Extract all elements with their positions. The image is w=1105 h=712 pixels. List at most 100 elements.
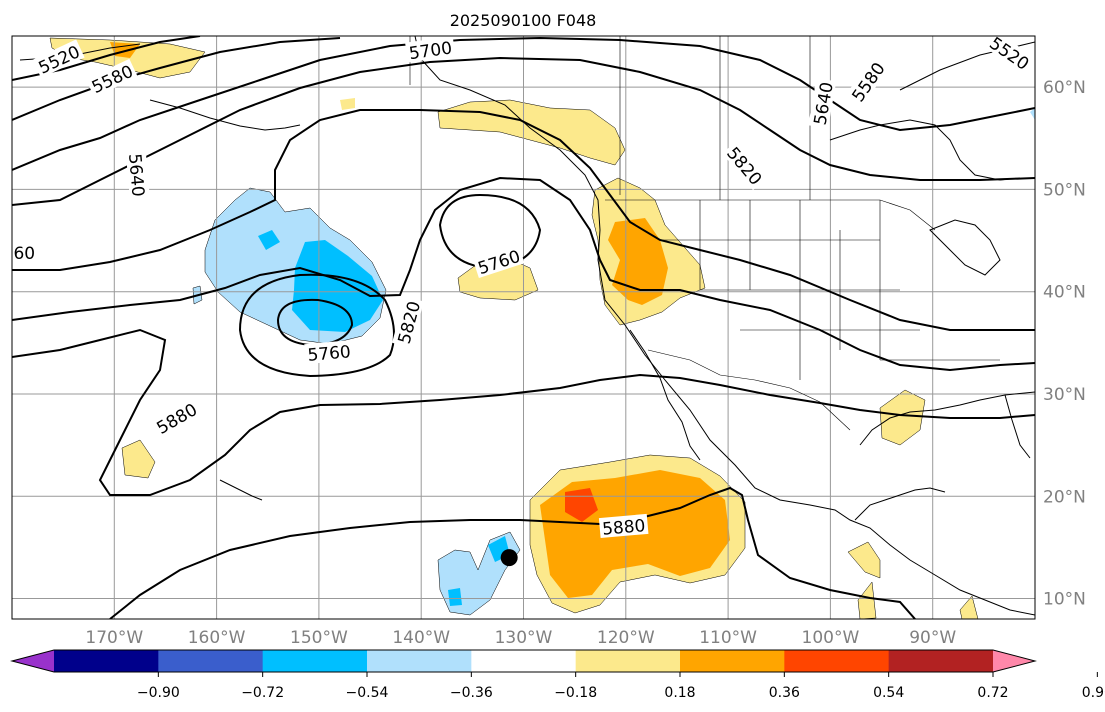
map-frame xyxy=(11,35,1036,620)
colorbar-tick-label: 0.36 xyxy=(769,685,800,701)
border-us-canada xyxy=(605,199,936,231)
contour-5820-low xyxy=(238,273,395,378)
contour-label-bg xyxy=(722,140,769,191)
contour-label-bg xyxy=(472,244,525,279)
shade-negative-core xyxy=(292,240,383,332)
contour-label-bg xyxy=(12,241,38,262)
contour-label-bg xyxy=(598,513,649,539)
contour-5700 xyxy=(12,56,1035,206)
colorbar-bin xyxy=(680,650,785,672)
contour-5640-w xyxy=(12,36,1035,171)
colorbar-bin xyxy=(784,650,890,672)
contour-label-bg xyxy=(845,56,890,107)
coast-yucatan xyxy=(854,487,946,521)
contour-label-bg xyxy=(125,150,150,200)
shade-negative-core-small xyxy=(258,230,280,250)
colorbar-tick-label: −0.54 xyxy=(346,685,389,701)
contour-label-bg xyxy=(304,340,354,365)
colorbar-bin xyxy=(888,650,994,672)
shade-positive-gulf xyxy=(879,389,926,446)
contour-label-text: 5760 xyxy=(307,342,352,366)
colorbar-bin xyxy=(158,650,264,672)
colorbar-outline xyxy=(10,649,1037,673)
contour-label-bg xyxy=(85,58,138,98)
lon-tick-label: 170°W xyxy=(85,628,143,648)
shade-negative-trop-core xyxy=(448,536,510,606)
contour-label-bg xyxy=(984,36,1035,75)
lat-tick-label: 40°N xyxy=(1043,283,1086,303)
contour-5760-outer xyxy=(12,109,1035,331)
colorbar-tick-label: 0.54 xyxy=(873,685,904,701)
coast-great-lakes xyxy=(929,219,1001,276)
coast-canada-e xyxy=(899,41,1035,91)
contour-5580-w xyxy=(12,37,341,121)
colorbar-extend-low xyxy=(12,650,54,672)
contour-label-text: 5880 xyxy=(601,516,646,540)
storm-center-marker xyxy=(500,549,518,567)
figure-title: 2025090100 F048 xyxy=(450,11,597,30)
shade-positive-small-ak xyxy=(340,98,355,110)
lat-tick-label: 50°N xyxy=(1043,180,1086,200)
shade-positive-cam xyxy=(847,541,881,579)
shade-positive-cam2 xyxy=(857,581,979,619)
shade-positive-west-core xyxy=(608,218,668,305)
lon-tick-label: 100°W xyxy=(802,628,860,648)
contour-label: 5640 xyxy=(124,150,150,200)
colorbar-bin xyxy=(262,650,368,672)
coast-baja xyxy=(629,329,701,461)
lon-tick-label: 120°W xyxy=(597,628,655,648)
latitude-tick-labels: 60°N 50°N 40°N 30°N 20°N 10°N xyxy=(1043,78,1086,609)
contour-label-bg xyxy=(808,77,837,129)
contour-5880-n xyxy=(12,328,1035,496)
coast-hawaii xyxy=(219,479,263,501)
shade-positive-ne-edge xyxy=(1030,108,1035,120)
colorbar-tick-label: −0.90 xyxy=(137,685,180,701)
contour-label: 5880 xyxy=(598,513,649,540)
lon-tick-label: 160°W xyxy=(188,628,246,648)
colorbar-tick-label: 0.90 xyxy=(1082,685,1105,701)
contour-5820 xyxy=(12,176,1035,372)
contour-label-bg xyxy=(32,39,85,78)
lon-tick-label: 140°W xyxy=(392,628,450,648)
lat-tick-label: 30°N xyxy=(1043,385,1086,405)
lat-tick-label: 60°N xyxy=(1043,78,1086,98)
contour-label: 60 xyxy=(12,241,38,264)
colorbar-tick-label: −0.18 xyxy=(554,685,597,701)
height-contours xyxy=(12,36,1035,619)
lat-tick-label: 20°N xyxy=(1043,487,1086,507)
colorbar-extend-high xyxy=(993,650,1035,672)
coast-alaska xyxy=(414,36,1035,616)
colorbar: −0.90 −0.72 −0.54 −0.36 −0.18 0.18 0.36 0.54 0.7… xyxy=(10,649,1105,701)
lon-tick-label: 110°W xyxy=(699,628,757,648)
contour-5760-low-s xyxy=(276,298,354,347)
coastlines xyxy=(19,36,1035,616)
colorbar-bin xyxy=(54,650,159,672)
coast-gulf xyxy=(859,391,1035,446)
shade-positive-hawaii xyxy=(121,439,156,479)
longitude-tick-labels: 170°W 160°W 150°W 140°W 130°W 120°W 110°W 100°W… xyxy=(85,628,956,648)
contour-label-text: 5640 xyxy=(124,153,148,198)
contour-label: 5640 xyxy=(808,77,838,129)
colorbar-tick-label: −0.72 xyxy=(241,685,284,701)
contour-label-bg xyxy=(405,36,456,63)
lat-tick-label: 10°N xyxy=(1043,590,1086,610)
contour-label-bg xyxy=(150,397,202,439)
coast-aleutians xyxy=(149,99,301,131)
coast-hudson xyxy=(829,119,1021,181)
lon-tick-label: 90°W xyxy=(909,628,956,648)
colorbar-tick-label: 0.18 xyxy=(664,685,695,701)
contour-label-bg xyxy=(392,296,424,348)
lon-tick-label: 130°W xyxy=(495,628,553,648)
coast-florida xyxy=(1004,394,1031,459)
contour-label: 5760 xyxy=(304,340,354,366)
contour-label-text: 60 xyxy=(13,244,35,264)
colorbar-bin xyxy=(575,650,681,672)
colorbar-tick-label: 0.72 xyxy=(977,685,1008,701)
lon-tick-label: 150°W xyxy=(290,628,348,648)
colorbar-bin xyxy=(367,650,472,672)
colorbar-bin xyxy=(471,650,577,672)
colorbar-tick-label: −0.36 xyxy=(450,685,493,701)
border-states-2 xyxy=(660,239,1000,361)
